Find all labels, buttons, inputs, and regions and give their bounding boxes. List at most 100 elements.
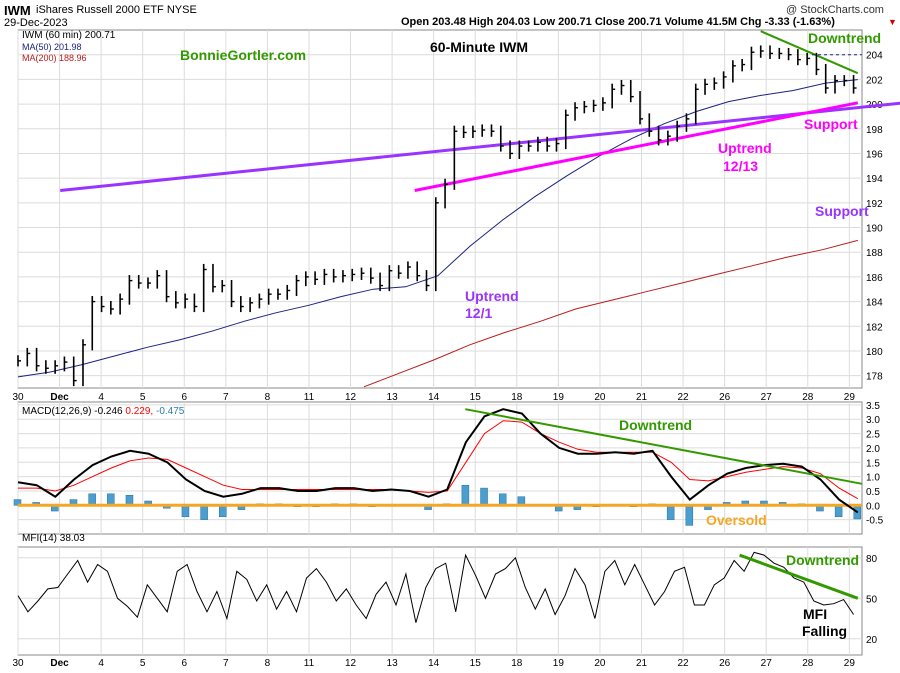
x-tick-label-price: Dec xyxy=(50,392,69,403)
macd-histogram-bar xyxy=(88,493,96,506)
x-tick-label-price: 7 xyxy=(223,392,229,403)
downtrend-label-price: Downtrend xyxy=(808,30,881,46)
downtrend-label-mfi: Downtrend xyxy=(786,552,859,568)
chart-date: 29-Dec-2023 xyxy=(4,17,68,29)
y-tick-label-price: 178 xyxy=(866,372,883,383)
y-tick-label-price: 194 xyxy=(866,174,883,185)
y-tick-label-macd: 0.0 xyxy=(866,501,880,512)
uptrend-label-121: Uptrend xyxy=(465,288,519,304)
x-tick-label-mfi: 4 xyxy=(98,658,104,669)
uptrend-label-1213: Uptrend xyxy=(718,140,772,156)
uptrend-date-1213: 12/13 xyxy=(723,158,758,174)
x-tick-label-mfi: 21 xyxy=(636,658,648,669)
x-tick-label-mfi: 13 xyxy=(387,658,399,669)
x-tick-label-mfi: 30 xyxy=(12,658,24,669)
macd-histogram-bar xyxy=(498,493,507,506)
y-tick-label-price: 188 xyxy=(866,248,883,259)
y-tick-label-macd: 0.5 xyxy=(866,487,880,498)
x-tick-label-mfi: 26 xyxy=(719,658,731,669)
oversold-label: Oversold xyxy=(706,512,767,528)
y-tick-label-macd: 2.5 xyxy=(866,430,880,441)
macd-histogram-bar xyxy=(125,495,134,506)
uptrend-line-12-1 xyxy=(60,101,900,192)
y-tick-label-macd: 1.0 xyxy=(866,473,880,484)
uptrend-line-12-13 xyxy=(414,101,859,192)
y-tick-label-macd: 2.0 xyxy=(866,444,880,455)
macd-histogram-bar xyxy=(219,505,227,518)
y-tick-label-price: 186 xyxy=(866,273,883,284)
downtrend-line-macd xyxy=(465,408,863,485)
x-tick-label-price: 26 xyxy=(719,392,731,403)
y-tick-label-mfi: 80 xyxy=(866,554,878,565)
ohlc-summary: Open 203.48 High 204.03 Low 200.71 Close… xyxy=(401,16,835,28)
x-tick-label-price: 14 xyxy=(428,392,440,403)
ma50-line xyxy=(17,79,858,378)
x-tick-label-mfi: 18 xyxy=(511,658,523,669)
macd-line xyxy=(17,408,859,514)
legend-mfi: MFI(14) 38.03 xyxy=(22,533,85,544)
x-tick-label-price: 8 xyxy=(265,392,271,403)
y-tick-label-macd: 3.5 xyxy=(866,401,880,412)
y-tick-label-mfi: 50 xyxy=(866,594,878,605)
x-tick-label-mfi: 6 xyxy=(181,658,187,669)
x-tick-label-mfi: 15 xyxy=(470,658,482,669)
falling-label: Falling xyxy=(802,623,847,639)
legend-ma200: MA(200) 188.96 xyxy=(22,53,87,63)
macd-histogram-bar xyxy=(685,505,694,526)
y-tick-label-price: 192 xyxy=(866,199,883,210)
x-tick-label-price: 5 xyxy=(140,392,146,403)
x-tick-label-price: 15 xyxy=(470,392,482,403)
downtrend-label-macd: Downtrend xyxy=(619,417,692,433)
x-tick-label-price: 4 xyxy=(98,392,104,403)
legend-iwm: IWM (60 min) 200.71 xyxy=(22,30,116,41)
y-tick-label-macd: -0.5 xyxy=(866,516,884,527)
uptrend-date-121: 12/1 xyxy=(465,305,492,321)
mfi-label: MFI xyxy=(803,606,827,622)
brand-label: BonnieGortler.com xyxy=(180,47,306,63)
x-tick-label-price: 18 xyxy=(511,392,523,403)
macd-histogram-bar xyxy=(666,505,675,520)
y-tick-label-macd: 3.0 xyxy=(866,415,880,426)
x-tick-label-price: 30 xyxy=(12,392,24,403)
x-tick-label-price: 20 xyxy=(594,392,606,403)
legend-ma50: MA(50) 201.98 xyxy=(22,42,82,52)
ticker-name: iShares Russell 2000 ETF NYSE xyxy=(36,4,197,16)
macd-histogram-bar xyxy=(13,499,22,506)
x-tick-label-mfi: 19 xyxy=(553,658,565,669)
x-tick-label-mfi: 14 xyxy=(428,658,440,669)
y-tick-label-price: 204 xyxy=(866,51,883,62)
header-arrow-icon: ▼ xyxy=(888,17,897,27)
y-tick-label-price: 202 xyxy=(866,75,883,86)
mfi-line xyxy=(17,551,855,623)
y-tick-label-price: 182 xyxy=(866,322,883,333)
support-label-2: Support xyxy=(815,203,869,219)
x-tick-label-price: 19 xyxy=(553,392,565,403)
support-label-1: Support xyxy=(804,116,858,132)
x-tick-label-price: 27 xyxy=(761,392,773,403)
x-tick-label-mfi: 5 xyxy=(140,658,146,669)
y-tick-label-price: 184 xyxy=(866,298,883,309)
ticker-symbol: IWM xyxy=(4,3,31,18)
x-tick-label-mfi: 28 xyxy=(802,658,814,669)
y-tick-label-price: 180 xyxy=(866,347,883,358)
downtrend-line-price xyxy=(760,30,859,75)
x-tick-label-mfi: 8 xyxy=(265,658,271,669)
x-tick-label-price: 12 xyxy=(345,392,357,403)
macd-histogram-bar xyxy=(181,505,190,518)
chart-title: 60-Minute IWM xyxy=(430,39,528,55)
panel-frame xyxy=(17,29,863,389)
x-tick-label-price: 21 xyxy=(636,392,648,403)
x-tick-label-mfi: 29 xyxy=(844,658,856,669)
x-tick-label-mfi: 20 xyxy=(594,658,606,669)
macd-histogram-bar xyxy=(834,505,843,518)
x-tick-label-price: 11 xyxy=(304,392,315,403)
x-tick-label-mfi: 7 xyxy=(223,658,229,669)
macd-histogram-bar xyxy=(107,493,115,506)
x-tick-label-price: 6 xyxy=(181,392,187,403)
y-tick-label-mfi: 20 xyxy=(866,635,878,646)
x-tick-label-mfi: 27 xyxy=(761,658,773,669)
macd-histogram-bar xyxy=(461,484,470,506)
x-tick-label-mfi: Dec xyxy=(50,658,69,669)
x-tick-label-price: 29 xyxy=(844,392,856,403)
